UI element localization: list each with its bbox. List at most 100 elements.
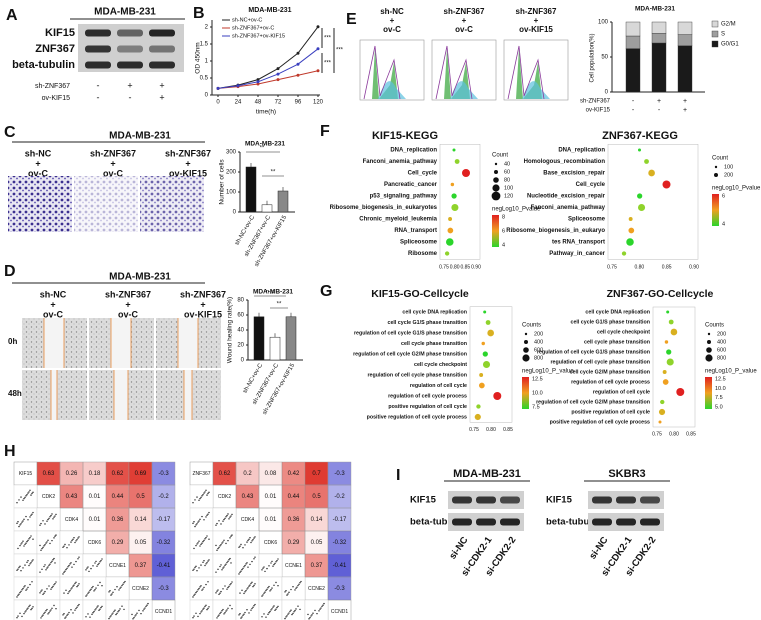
scatter-point — [218, 546, 220, 549]
scatter-point — [143, 608, 145, 610]
scatter-point — [63, 545, 65, 547]
wound-gap — [184, 370, 192, 420]
scatter-point — [199, 545, 201, 547]
scatter-point — [220, 564, 222, 566]
scatter-point — [47, 566, 49, 568]
scatter-point — [226, 609, 228, 611]
blot-band — [500, 518, 520, 526]
x-tick: 0.75 — [607, 264, 617, 270]
scatter-cell — [189, 599, 214, 620]
scatter-point — [22, 499, 24, 502]
scatter-point — [196, 590, 198, 593]
scatter-point — [204, 564, 206, 567]
group-label: + — [200, 299, 205, 309]
correlation-value: 0.63 — [43, 471, 55, 477]
sign: - — [632, 98, 635, 105]
blot-band — [476, 496, 496, 504]
curve — [217, 48, 319, 89]
scatter-point — [220, 590, 222, 593]
scatter-point — [145, 605, 147, 608]
scatter-point — [241, 589, 243, 591]
scatter-point — [270, 609, 272, 611]
scatter-point — [30, 535, 32, 537]
scatter-point — [27, 607, 29, 609]
scatter-point — [51, 513, 53, 515]
correlation-value: 0.36 — [288, 517, 300, 523]
legend-entry: 800 — [534, 355, 543, 361]
scatter-cell — [13, 599, 38, 620]
scatter-point — [25, 610, 27, 612]
scatter-point — [221, 609, 223, 612]
lane-label: si-NC — [587, 535, 610, 562]
scatter-point — [17, 521, 19, 523]
scatter-point — [24, 564, 26, 566]
scatter-point — [285, 616, 287, 618]
scatter-point — [17, 547, 19, 550]
plot-area — [607, 144, 699, 260]
scatter-point — [32, 559, 34, 561]
scatter-point — [72, 538, 74, 541]
scatter-point — [50, 561, 52, 564]
x-tick: 0.80 — [669, 431, 679, 437]
lane-label: si-NC — [447, 535, 470, 562]
title: MDA-MB-231 — [245, 141, 285, 148]
group-label: ov-C — [43, 309, 64, 319]
scatter-point — [253, 537, 255, 539]
bar-segment — [677, 45, 693, 93]
scatter-point — [19, 591, 21, 594]
scatter-point — [29, 489, 31, 491]
scatter-point — [202, 588, 204, 590]
legend-dot — [491, 191, 501, 201]
legend-entry: 200 — [724, 172, 733, 178]
sign: - — [658, 107, 661, 114]
scatter-point — [55, 513, 57, 516]
bar — [261, 204, 273, 213]
scatter-point — [249, 536, 251, 539]
histogram-line — [363, 45, 401, 100]
scatter-point — [120, 586, 122, 588]
scatter-cell — [189, 484, 214, 509]
legend-entry: 400 — [534, 339, 543, 345]
scatter-point — [65, 589, 67, 591]
scatter-point — [67, 566, 69, 568]
title: MDA-MB-231 — [248, 7, 291, 14]
scatter-point — [200, 543, 202, 546]
x-tick: 0.75 — [439, 264, 449, 270]
scatter-point — [228, 518, 230, 520]
scatter-point — [22, 587, 24, 590]
scatter-point — [208, 606, 210, 608]
scatter-point — [27, 519, 29, 521]
scatter-point — [20, 523, 22, 525]
legend-title: negLog10_P_value — [705, 369, 757, 375]
scatter-point — [292, 612, 294, 615]
scatter-point — [96, 606, 98, 608]
sign: + — [159, 92, 164, 102]
scatter-point — [240, 617, 242, 619]
scatter-point — [193, 615, 195, 617]
scatter-point — [44, 523, 46, 525]
scatter-point — [39, 571, 41, 573]
term: cell cycle phase transition — [584, 339, 650, 345]
legend-entry: 120 — [504, 193, 513, 199]
scatter-point — [54, 562, 56, 564]
correlation-value: 0.2 — [243, 471, 252, 477]
blot-band — [616, 518, 636, 526]
row-label: KIF15 — [410, 495, 437, 506]
scatter-point — [206, 562, 208, 564]
curve — [217, 70, 319, 89]
scatter-point — [227, 513, 229, 515]
scatter-point — [289, 610, 291, 613]
correlation-value: -0.2 — [334, 494, 345, 500]
axis-title: time(h) — [256, 109, 276, 116]
scatter-point — [206, 494, 208, 496]
scatter-point — [224, 564, 226, 567]
scatter-point — [272, 565, 274, 567]
scatter-point — [221, 542, 223, 544]
scatter-point — [222, 567, 224, 569]
legend-entry: 100 — [504, 185, 513, 191]
significance: ** — [271, 170, 276, 176]
scatter-point — [291, 613, 293, 616]
scatter-point — [22, 567, 24, 569]
x-tick: 96 — [295, 100, 302, 106]
correlation-value: 0.05 — [135, 540, 147, 546]
